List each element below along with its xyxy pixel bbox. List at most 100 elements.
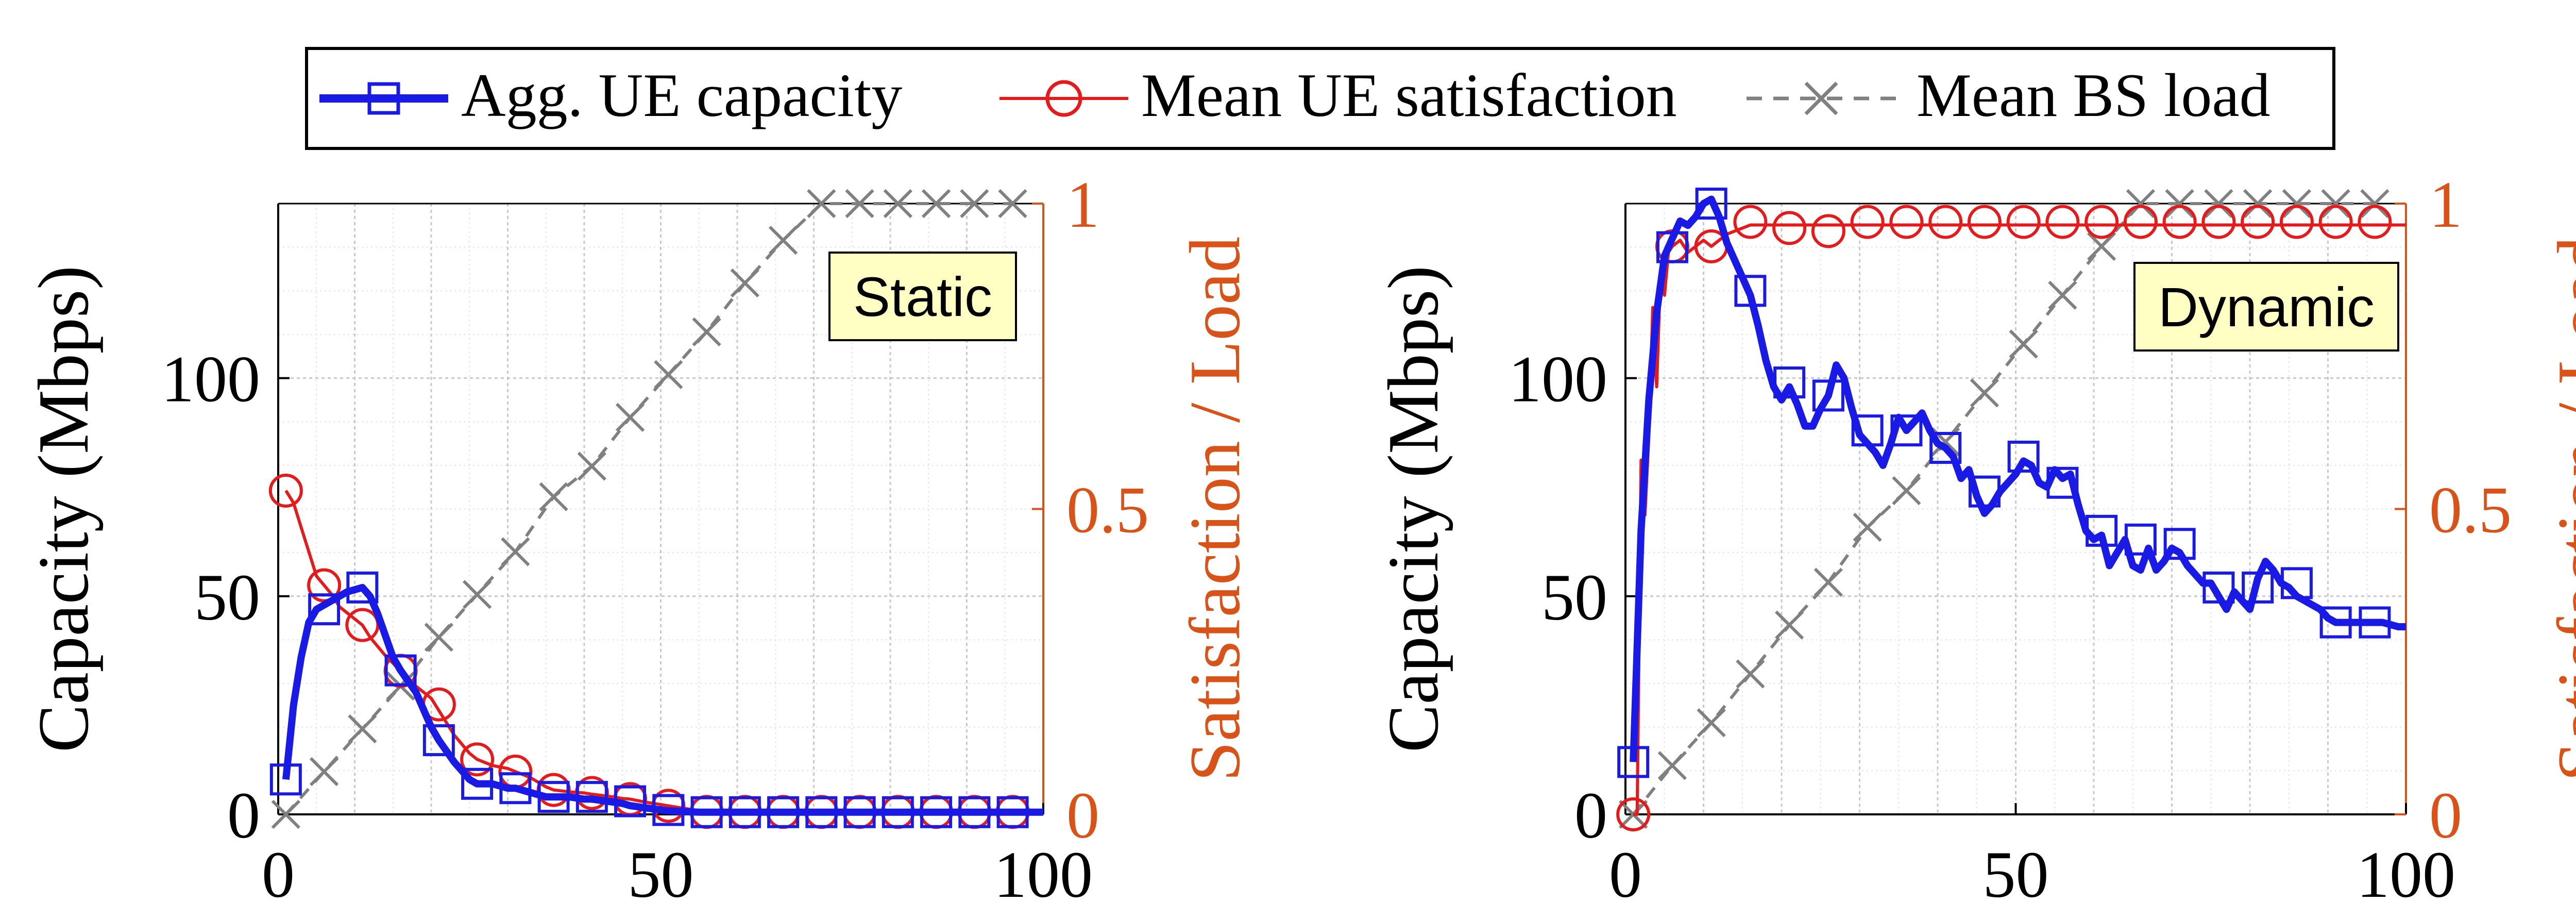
data-point-load xyxy=(424,623,453,652)
data-point-satisfaction xyxy=(2201,205,2236,239)
data-point-load xyxy=(1892,476,1921,506)
data-point-capacity xyxy=(308,593,341,626)
series-load xyxy=(1619,189,2389,829)
data-point-satisfaction xyxy=(2084,205,2119,239)
data-point-capacity xyxy=(422,724,455,757)
x-tick-label: 100 xyxy=(994,838,1093,911)
data-point-capacity xyxy=(767,796,800,828)
data-point-load xyxy=(654,360,683,389)
data-point-load xyxy=(730,268,759,298)
data-point-satisfaction xyxy=(2006,205,2041,239)
data-point-load xyxy=(577,452,606,481)
annotation-badge-box xyxy=(2133,262,2399,352)
series-satisfaction xyxy=(1616,205,2406,831)
data-point-satisfaction xyxy=(1889,205,1924,239)
data-point-load xyxy=(1736,659,1765,689)
legend-box xyxy=(305,47,2335,150)
data-point-satisfaction xyxy=(1733,205,1768,239)
annotation-badge-box xyxy=(828,252,1017,341)
data-point-capacity xyxy=(958,796,991,828)
data-point-load xyxy=(807,189,836,219)
annotation-label: Static xyxy=(853,265,992,328)
y-right-tick-label: 1 xyxy=(1066,168,1099,241)
data-point-capacity xyxy=(882,796,914,828)
legend: Agg. UE capacity Mean UE satisfaction Me… xyxy=(305,47,2335,150)
x-tick-label: 0 xyxy=(262,838,295,911)
data-point-capacity xyxy=(537,781,570,813)
legend-entry-capacity: Agg. UE capacity xyxy=(319,61,902,129)
cross-marker-icon xyxy=(1804,81,1838,115)
data-point-capacity xyxy=(1734,275,1767,307)
data-point-capacity xyxy=(269,763,302,796)
data-point-load xyxy=(845,189,874,219)
data-point-load xyxy=(2087,231,2116,261)
y-right-axis-title: Satisfaction / Load xyxy=(2543,237,2576,782)
data-point-capacity xyxy=(2242,571,2274,604)
data-point-load xyxy=(309,757,339,787)
data-point-load xyxy=(2048,280,2077,310)
data-point-satisfaction xyxy=(1850,205,1885,239)
y-left-tick-label: 0 xyxy=(1574,779,1607,852)
data-point-load xyxy=(2360,189,2389,219)
data-point-capacity xyxy=(2359,606,2391,639)
x-tick-label: 50 xyxy=(1983,838,2049,911)
data-point-capacity xyxy=(575,781,608,813)
annotation-badge: Static xyxy=(828,252,1017,341)
y-right-tick-label: 0.5 xyxy=(1066,474,1149,547)
data-point-capacity xyxy=(2202,571,2235,604)
annotation-badge: Dynamic xyxy=(2133,262,2399,352)
data-point-capacity xyxy=(1617,746,1650,778)
data-point-satisfaction xyxy=(1811,214,1845,248)
legend-label-capacity: Agg. UE capacity xyxy=(461,61,902,129)
series-capacity xyxy=(269,571,1043,828)
data-point-load xyxy=(1853,512,1882,542)
data-point-load xyxy=(692,317,721,346)
data-point-capacity xyxy=(1968,475,2001,508)
data-point-load xyxy=(998,189,1027,219)
y-right-tick-label: 0.5 xyxy=(2429,474,2512,547)
data-point-capacity xyxy=(728,796,761,828)
legend-entry-satisfaction: Mean UE satisfaction xyxy=(999,61,1677,129)
data-point-capacity xyxy=(1656,231,1688,263)
data-point-capacity xyxy=(996,796,1029,828)
square-marker-icon xyxy=(367,82,400,115)
data-point-capacity xyxy=(1929,432,1962,464)
data-point-satisfaction xyxy=(2123,205,2158,239)
y-left-tick-label: 100 xyxy=(1509,343,1607,416)
data-point-load xyxy=(539,482,568,511)
series-line-satisfaction xyxy=(1633,223,2406,816)
data-point-capacity xyxy=(499,772,532,805)
data-point-satisfaction xyxy=(460,742,495,777)
data-point-capacity xyxy=(805,796,838,828)
y-left-axis-title: Capacity (Mbps) xyxy=(24,265,104,753)
series-capacity xyxy=(1617,188,2406,778)
data-point-load xyxy=(768,225,798,255)
y-left-tick-label: 0 xyxy=(227,779,260,852)
data-point-capacity xyxy=(461,767,494,800)
y-left-tick-label: 50 xyxy=(1541,561,1607,634)
data-point-load xyxy=(2321,189,2350,219)
data-point-load xyxy=(921,189,951,219)
data-point-satisfaction xyxy=(1967,205,2002,239)
series-line-capacity xyxy=(1630,195,2406,762)
x-tick-label: 0 xyxy=(1609,838,1642,911)
data-point-capacity xyxy=(1773,366,1806,399)
data-point-satisfaction xyxy=(2318,205,2353,239)
data-point-capacity xyxy=(690,796,723,828)
data-point-capacity xyxy=(346,571,379,604)
legend-label-load: Mean BS load xyxy=(1917,61,2270,129)
data-point-capacity xyxy=(614,785,647,817)
data-point-load xyxy=(1814,567,1843,597)
data-point-satisfaction xyxy=(1772,211,1807,245)
data-point-capacity xyxy=(2163,528,2196,560)
data-point-load xyxy=(462,580,492,609)
series-line-capacity xyxy=(282,583,1043,816)
y-left-tick-label: 100 xyxy=(161,343,260,416)
data-point-load xyxy=(1619,799,1648,829)
legend-entry-load: Mean BS load xyxy=(1747,61,2270,129)
data-point-satisfaction xyxy=(1616,797,1651,831)
data-point-capacity xyxy=(1890,414,1923,447)
